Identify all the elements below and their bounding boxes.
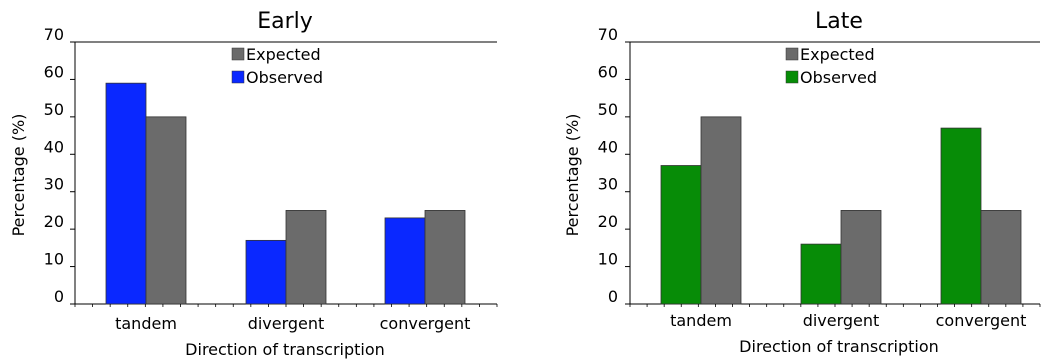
y-tick-label: 50 [44, 100, 64, 119]
y-tick-label: 50 [598, 100, 618, 119]
y-tick-label: 20 [598, 212, 618, 231]
x-axis-label-late: Direction of transcription [739, 337, 939, 356]
bar-expected-divergent [285, 210, 327, 305]
bar-expected-convergent [980, 210, 1022, 305]
x-ticks-early: tandem divergent convergent [74, 304, 498, 333]
chart-late: Late Percentage (%) Direction of transcr… [563, 9, 1041, 356]
bars-early [105, 82, 466, 305]
y-ticks-early: 0 10 20 30 40 50 60 70 [44, 25, 75, 306]
y-tick-label: 10 [44, 250, 64, 269]
legend-label-observed: Observed [246, 68, 323, 87]
y-tick-label: 70 [44, 25, 64, 44]
bars-late [660, 116, 1022, 305]
y-tick-label: 10 [598, 250, 618, 269]
y-tick-label: 60 [44, 62, 64, 81]
legend-label-expected: Expected [800, 45, 875, 64]
bar-observed-tandem [660, 165, 702, 305]
x-axis-label-early: Direction of transcription [185, 340, 385, 359]
y-tick-label: 20 [44, 212, 64, 231]
bar-observed-convergent [384, 217, 426, 305]
chart-title-late: Late [815, 9, 863, 34]
y-tick-label: 30 [44, 175, 64, 194]
legend-early: Expected Observed [231, 45, 323, 87]
bar-observed-tandem [105, 82, 147, 305]
x-tick-label: convergent [936, 311, 1027, 330]
legend-swatch-observed [231, 70, 245, 84]
x-ticks-late: tandem divergent convergent [629, 304, 1041, 330]
y-tick-label: 0 [608, 287, 618, 306]
bar-expected-tandem [700, 116, 742, 305]
legend-swatch-expected [785, 47, 799, 61]
legend-late: Expected Observed [785, 45, 877, 87]
y-axis-label-early: Percentage (%) [9, 114, 28, 237]
legend-swatch-expected [231, 47, 245, 61]
x-tick-label: convergent [380, 314, 471, 333]
legend-swatch-observed [785, 70, 799, 84]
bar-expected-tandem [145, 116, 187, 305]
y-axis-label-late: Percentage (%) [563, 114, 582, 237]
legend-label-observed: Observed [800, 68, 877, 87]
legend-label-expected: Expected [246, 45, 321, 64]
bar-observed-convergent [940, 127, 982, 305]
bar-observed-divergent [245, 239, 287, 305]
y-tick-label: 0 [54, 287, 64, 306]
bar-expected-divergent [840, 210, 882, 305]
y-tick-label: 40 [44, 137, 64, 156]
bar-expected-convergent [424, 210, 466, 305]
y-ticks-late: 0 10 20 30 40 50 60 70 [598, 25, 630, 306]
bar-observed-divergent [800, 243, 842, 305]
x-tick-label: divergent [248, 314, 325, 333]
y-tick-label: 40 [598, 137, 618, 156]
chart-early: Early Percentage (%) Direction of transc… [9, 9, 498, 359]
x-tick-label: tandem [115, 314, 177, 333]
x-tick-label: tandem [670, 311, 732, 330]
y-tick-label: 70 [598, 25, 618, 44]
x-tick-label: divergent [803, 311, 880, 330]
y-tick-label: 30 [598, 175, 618, 194]
chart-title-early: Early [257, 9, 313, 34]
y-tick-label: 60 [598, 62, 618, 81]
